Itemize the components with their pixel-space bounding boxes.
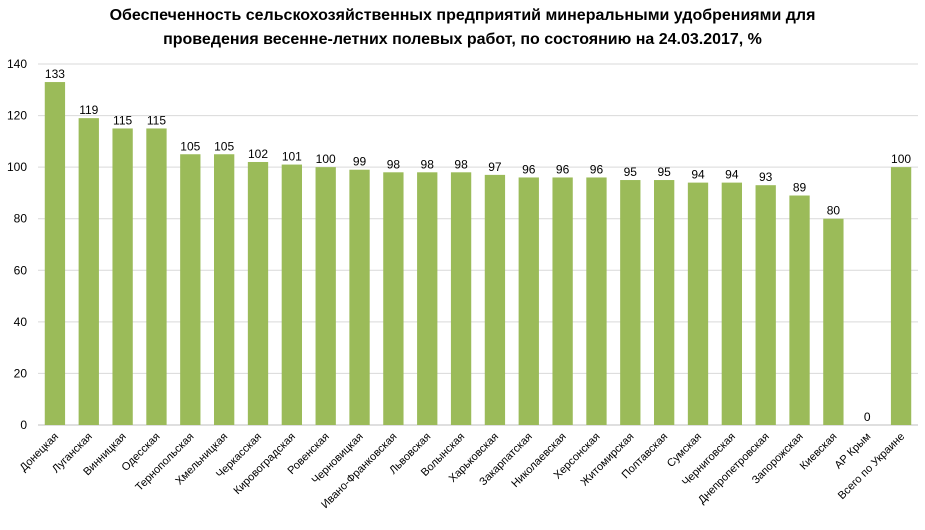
bar [247,161,269,426]
bar [890,167,912,425]
data-label: 97 [488,160,502,174]
chart-title-line-2: проведения весенне-летних полевых работ,… [163,31,762,48]
data-label: 98 [454,157,468,171]
data-label: 115 [113,113,132,127]
y-tick-label: 140 [7,57,27,71]
bar [349,169,370,425]
bar [586,177,607,425]
data-label: 100 [316,152,336,166]
chart-title-line-1: Обеспеченность сельскохозяйственных пред… [109,7,816,24]
bar [450,172,472,425]
data-label: 94 [691,168,705,182]
bar [721,182,742,425]
data-label: 96 [522,162,536,176]
y-tick-label: 20 [14,366,28,380]
bar [214,154,235,425]
bar [755,185,776,425]
data-label: 101 [282,150,302,164]
bar [44,82,66,426]
data-label: 96 [556,162,570,176]
data-label: 115 [147,113,166,127]
data-label: 0 [864,410,871,424]
data-label: 93 [759,170,773,184]
y-tick-label: 80 [14,212,28,226]
data-label: 95 [657,165,671,179]
data-label: 95 [624,165,638,179]
data-label: 119 [79,103,98,117]
bar [552,177,573,425]
data-label: 96 [590,162,604,176]
data-label: 94 [725,168,739,182]
category-label: Киевская [798,431,840,473]
data-label: 133 [45,67,65,81]
chart-title: Обеспеченность сельскохозяйственных пред… [40,4,885,52]
bar [383,172,404,425]
bar [518,177,539,425]
data-label: 89 [793,181,807,195]
data-label: 105 [180,139,200,153]
y-tick-label: 0 [20,418,27,432]
bar [180,154,201,425]
bar [823,218,844,425]
data-label: 102 [248,147,268,161]
data-label: 80 [827,204,841,218]
bar [281,164,302,425]
y-tick-label: 40 [14,315,28,329]
y-tick-label: 100 [7,160,27,174]
category-label: Всего по Украине [836,431,907,502]
bar [146,128,167,425]
data-label: 99 [353,155,367,169]
y-tick-label: 60 [14,263,28,277]
data-label: 100 [891,152,911,166]
bar [78,118,99,426]
data-label: 98 [421,157,435,171]
data-label: 105 [214,139,234,153]
category-label: Тернопольская [133,431,196,494]
bar [654,180,675,425]
bar [417,172,438,425]
bar [484,174,506,425]
bar [687,182,709,425]
bar [112,128,133,425]
bar [315,167,336,425]
category-label: Кировоградская [232,431,298,497]
y-tick-label: 120 [7,109,27,123]
data-label: 98 [387,157,401,171]
bar [789,195,810,425]
bar [620,180,641,425]
